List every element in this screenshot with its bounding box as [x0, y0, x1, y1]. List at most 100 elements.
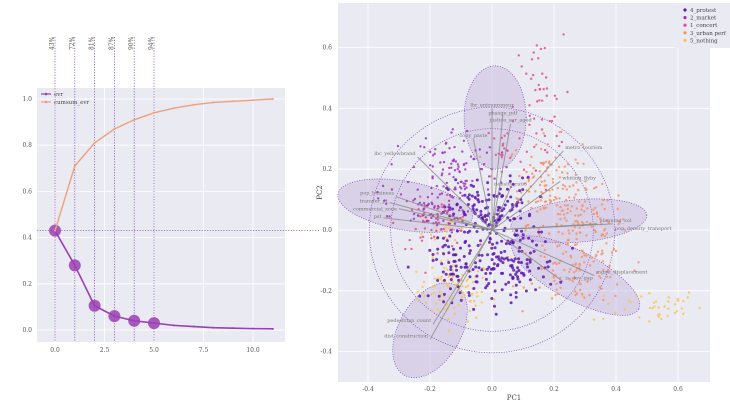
scatter-point-3_urban-perf	[551, 178, 555, 181]
scatter-point-4_protest	[515, 229, 519, 232]
x-tick-label: 0.4	[611, 386, 621, 393]
scatter-point-2_market	[487, 175, 491, 178]
scatter-point-3_urban-perf	[530, 155, 533, 159]
scatter-point-3_urban-perf	[561, 232, 564, 235]
scatter-point-1_concert	[440, 228, 443, 231]
scatter-point-1_concert	[430, 228, 433, 232]
scatter-point-5_nothing	[614, 311, 617, 314]
cumulative-annotation: 81%	[89, 36, 96, 50]
scatter-point-3_urban-perf	[558, 197, 561, 200]
scatter-point-3_urban-perf	[601, 260, 605, 263]
scatter-point-1_concert	[522, 168, 526, 171]
scatter-point-4_protest	[501, 194, 505, 198]
scatter-point-1_concert	[532, 117, 536, 120]
scatter-point-3_urban-perf	[568, 232, 571, 235]
scatter-point-5_nothing	[657, 315, 660, 318]
scatter-point-3_urban-perf	[558, 244, 561, 247]
scatter-point-3_urban-perf	[537, 227, 540, 231]
scatter-point-4_protest	[471, 268, 475, 271]
scatter-point-3_urban-perf	[573, 276, 576, 279]
scatter-point-3_urban-perf	[518, 174, 521, 178]
scatter-point-2_market	[460, 187, 463, 190]
scatter-point-4_protest	[506, 187, 509, 191]
y-axis-label: PC2	[316, 185, 324, 200]
scatter-point-1_concert	[451, 245, 454, 248]
scatter-point-4_protest	[493, 289, 497, 293]
scatter-point-1_concert	[391, 221, 395, 225]
scatter-point-4_protest	[451, 253, 455, 257]
scatter-point-3_urban-perf	[545, 184, 548, 187]
scatter-point-3_urban-perf	[595, 271, 599, 274]
scatter-point-5_nothing	[676, 297, 679, 301]
scatter-point-3_urban-perf	[574, 158, 577, 161]
scatter-point-3_urban-perf	[559, 276, 562, 279]
scatter-point-2_market	[505, 166, 508, 169]
scatter-point-4_protest	[495, 241, 499, 245]
scatter-point-4_protest	[487, 223, 491, 226]
scatter-point-5_nothing	[443, 266, 446, 270]
scatter-point-5_nothing	[677, 299, 680, 302]
scatter-point-3_urban-perf	[578, 226, 581, 229]
scatter-point-1_concert	[446, 193, 449, 197]
scatter-point-3_urban-perf	[539, 208, 542, 211]
scatter-point-5_nothing	[682, 312, 685, 315]
scatter-point-2_market	[435, 223, 439, 227]
scatter-point-4_protest	[453, 259, 457, 263]
scatter-point-3_urban-perf	[590, 256, 593, 259]
scatter-point-5_nothing	[475, 291, 478, 294]
scatter-point-4_protest	[457, 278, 461, 282]
scatter-point-3_urban-perf	[555, 222, 558, 226]
scatter-point-3_urban-perf	[580, 208, 583, 211]
scatter-point-2_market	[434, 221, 438, 224]
scatter-point-4_protest	[528, 269, 532, 273]
scatter-point-5_nothing	[452, 264, 455, 267]
scatter-point-1_concert	[540, 99, 544, 102]
scatter-point-4_protest	[440, 262, 444, 266]
scatter-point-5_nothing	[421, 291, 425, 295]
scatter-point-3_urban-perf	[566, 239, 569, 242]
scatter-point-1_concert	[517, 54, 520, 57]
scatter-point-5_nothing	[675, 310, 679, 313]
scatter-point-4_protest	[508, 179, 512, 183]
scatter-point-5_nothing	[680, 307, 684, 310]
scatter-point-5_nothing	[453, 306, 456, 310]
scatter-point-1_concert	[420, 239, 424, 242]
scatter-point-3_urban-perf	[552, 198, 556, 202]
scatter-point-3_urban-perf	[511, 285, 515, 288]
scatter-point-3_urban-perf	[578, 264, 581, 267]
loading-label: phasge_pdf	[488, 110, 518, 116]
scatter-point-4_protest	[449, 268, 453, 271]
scatter-point-3_urban-perf	[580, 292, 584, 296]
loading-label: metro_tourism	[565, 145, 602, 151]
scatter-point-3_urban-perf	[585, 254, 588, 257]
explained-variance-chart: 0.0 2.5 5.0 7.5 10.0 0.0 0.2 0.4 0.6 0.8 1.0 43% 72%…	[22, 36, 320, 354]
scatter-point-4_protest	[475, 208, 479, 212]
scatter-point-5_nothing	[451, 269, 454, 273]
scatter-point-4_protest	[480, 199, 484, 203]
scatter-point-4_protest	[491, 267, 495, 270]
scatter-point-2_market	[424, 137, 428, 140]
scatter-point-3_urban-perf	[566, 243, 569, 246]
scatter-point-1_concert	[511, 120, 514, 123]
scatter-point-3_urban-perf	[555, 204, 559, 207]
loading-group-lobe	[510, 198, 648, 244]
scatter-point-5_nothing	[673, 303, 677, 306]
scatter-point-3_urban-perf	[637, 261, 640, 264]
scatter-point-1_concert	[530, 77, 533, 81]
scatter-point-4_protest	[509, 301, 513, 305]
scatter-point-5_nothing	[460, 226, 464, 230]
scatter-point-1_concert	[537, 57, 540, 60]
scatter-point-3_urban-perf	[540, 147, 543, 151]
scatter-point-5_nothing	[468, 300, 472, 303]
scatter-point-3_urban-perf	[551, 181, 555, 184]
scatter-point-4_protest	[487, 265, 491, 269]
scatter-point-4_protest	[470, 194, 474, 198]
scatter-point-5_nothing	[446, 258, 450, 262]
scatter-point-3_urban-perf	[605, 219, 608, 222]
data-point-cumsum_evr	[271, 98, 274, 100]
scatter-point-2_market	[438, 193, 442, 196]
scatter-point-5_nothing	[471, 293, 474, 296]
x-tick-label: 2.5	[100, 347, 110, 354]
scatter-point-4_protest	[449, 272, 453, 276]
